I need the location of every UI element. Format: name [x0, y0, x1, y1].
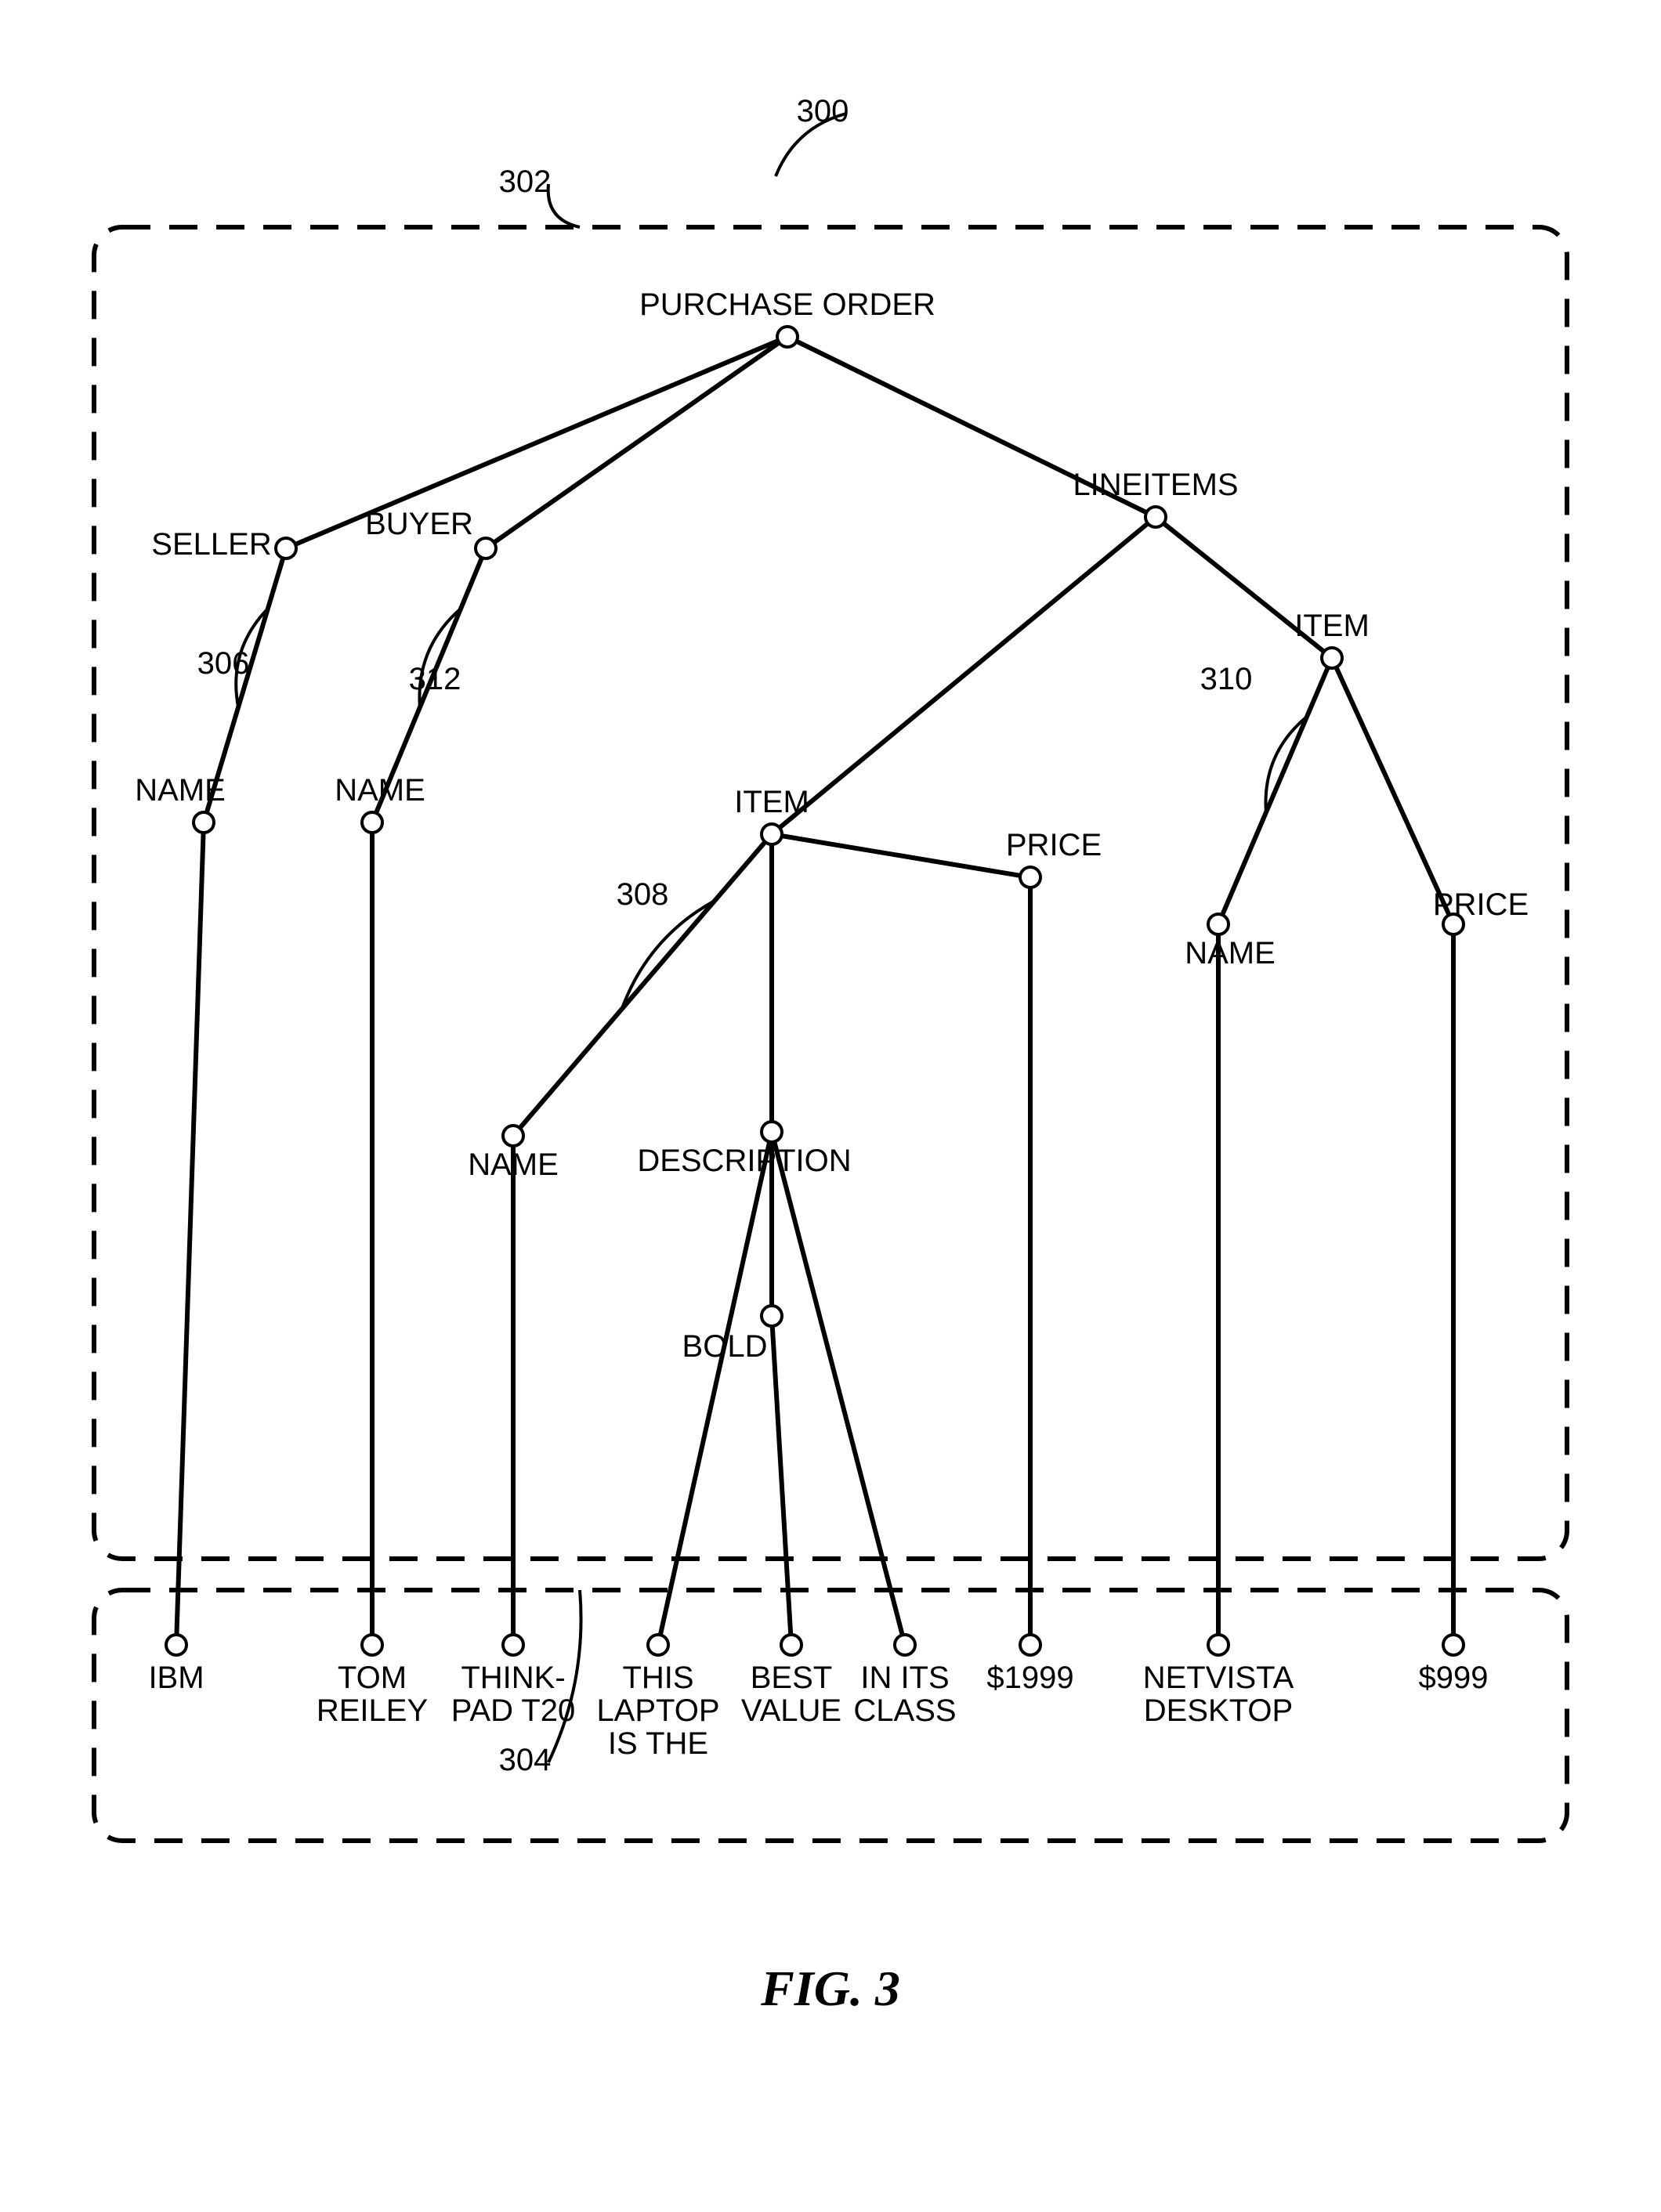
- ref-top: 302: [499, 164, 552, 199]
- node-buyer_name: [362, 812, 382, 833]
- ref-item2: 310: [1200, 662, 1253, 696]
- node-seller_name: [194, 812, 214, 833]
- node-i1_name: [503, 1126, 523, 1146]
- edge-seller_name-l_ibm: [176, 822, 204, 1645]
- node-l_1999: [1020, 1635, 1040, 1655]
- edge-i1_desc-l_this: [658, 1132, 772, 1645]
- label-root: PURCHASE ORDER: [639, 287, 935, 322]
- label-i1_desc: DESCRIPTION: [637, 1144, 851, 1178]
- node-l_999: [1443, 1635, 1464, 1655]
- ref-buyer: 312: [409, 662, 461, 696]
- node-l_tom: [362, 1635, 382, 1655]
- tree-diagram: PURCHASE ORDER SELLER BUYER LINEITEMS NAME NA…: [0, 0, 1661, 2212]
- leaf-label-l_inits: IN ITSCLASS: [853, 1661, 956, 1728]
- leader-top: [548, 184, 580, 227]
- edge-item1-i1_price: [772, 834, 1030, 877]
- node-lineitems: [1145, 507, 1166, 527]
- label-i1_name: NAME: [468, 1148, 559, 1182]
- node-bold: [762, 1306, 782, 1326]
- leaf-label-l_think: THINK-PAD T20: [451, 1661, 576, 1728]
- node-l_ibm: [166, 1635, 186, 1655]
- label-item2: ITEM: [1294, 609, 1370, 643]
- node-seller: [276, 538, 296, 558]
- leaf-label-l_best: BESTVALUE: [741, 1661, 841, 1728]
- leaf-label-l_this: THISLAPTOPIS THE: [596, 1661, 719, 1761]
- label-seller: SELLER: [151, 527, 271, 562]
- node-l_best: [781, 1635, 802, 1655]
- node-item2: [1322, 648, 1342, 668]
- label-i1_price: PRICE: [1006, 828, 1102, 862]
- node-i2_name: [1208, 914, 1229, 934]
- edge-i1_desc-l_inits: [772, 1132, 905, 1645]
- node-root: [777, 327, 798, 347]
- label-seller_name: NAME: [135, 773, 226, 808]
- node-l_inits: [895, 1635, 915, 1655]
- leaf-label-l_netv: NETVISTADESKTOP: [1143, 1661, 1294, 1728]
- edge-item2-i2_price: [1332, 658, 1453, 924]
- edge-bold-l_best: [772, 1316, 791, 1645]
- label-item1: ITEM: [734, 785, 809, 819]
- node-l_netv: [1208, 1635, 1229, 1655]
- node-i1_price: [1020, 867, 1040, 887]
- leaf-label-l_tom: TOMREILEY: [317, 1661, 428, 1728]
- label-i2_name: NAME: [1185, 936, 1276, 970]
- ref-bottom: 304: [499, 1743, 552, 1777]
- node-i1_desc: [762, 1122, 782, 1142]
- edge-root-seller: [286, 337, 787, 548]
- node-l_think: [503, 1635, 523, 1655]
- label-i2_price: PRICE: [1433, 887, 1529, 922]
- label-buyer: BUYER: [365, 507, 473, 541]
- figure-label: FIG. 3: [760, 1961, 900, 2016]
- label-lineitems: LINEITEMS: [1073, 468, 1238, 502]
- node-l_this: [648, 1635, 668, 1655]
- node-item1: [762, 824, 782, 844]
- leaf-label-l_ibm: IBM: [148, 1661, 204, 1695]
- ref-seller: 306: [197, 646, 250, 681]
- label-bold: BOLD: [682, 1329, 768, 1364]
- leaf-label-l_1999: $1999: [986, 1661, 1073, 1695]
- edge-lineitems-item1: [772, 517, 1156, 834]
- node-buyer: [476, 538, 496, 558]
- leaf-label-l_999: $999: [1419, 1661, 1489, 1695]
- label-buyer_name: NAME: [335, 773, 425, 808]
- ref-item1: 308: [617, 877, 669, 912]
- edge-item2-i2_name: [1218, 658, 1332, 924]
